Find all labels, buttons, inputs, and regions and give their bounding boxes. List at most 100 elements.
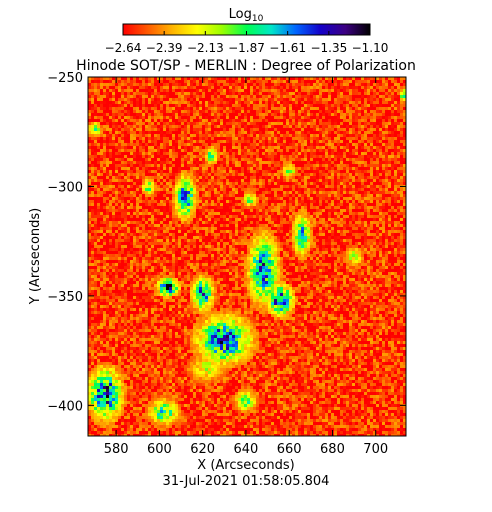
heatmap-cell	[109, 101, 112, 104]
heatmap-cell	[157, 212, 160, 215]
heatmap-cell	[160, 164, 163, 167]
heatmap-cell	[301, 80, 304, 83]
heatmap-cell	[373, 182, 376, 185]
heatmap-cell	[103, 179, 106, 182]
heatmap-cell	[331, 167, 334, 170]
heatmap-cell	[403, 128, 406, 131]
heatmap-cell	[115, 86, 118, 89]
heatmap-cell	[172, 152, 175, 155]
heatmap-cell	[190, 149, 193, 152]
heatmap-cell	[334, 209, 337, 212]
heatmap-cell	[319, 140, 322, 143]
heatmap-cell	[109, 179, 112, 182]
heatmap-cell	[142, 179, 145, 182]
heatmap-cell	[154, 83, 157, 86]
heatmap-cell	[178, 206, 181, 209]
heatmap-cell	[313, 152, 316, 155]
heatmap-cell	[340, 191, 343, 194]
heatmap-cell	[205, 191, 208, 194]
heatmap-cell	[169, 197, 172, 200]
heatmap-cell	[343, 137, 346, 140]
heatmap-cell	[235, 116, 238, 119]
heatmap-cell	[349, 92, 352, 95]
heatmap-cell	[277, 110, 280, 113]
heatmap-cell	[100, 119, 103, 122]
heatmap-cell	[235, 155, 238, 158]
heatmap-cell	[274, 170, 277, 173]
heatmap-cell	[130, 137, 133, 140]
heatmap-cell	[340, 170, 343, 173]
heatmap-cell	[139, 173, 142, 176]
heatmap-cell	[112, 98, 115, 101]
heatmap-cell	[367, 125, 370, 128]
heatmap-cell	[181, 206, 184, 209]
heatmap-cell	[220, 155, 223, 158]
heatmap-cell	[256, 107, 259, 110]
heatmap-cell	[163, 101, 166, 104]
heatmap-cell	[124, 83, 127, 86]
heatmap-cell	[250, 83, 253, 86]
heatmap-cell	[136, 146, 139, 149]
heatmap-cell	[343, 215, 346, 218]
heatmap-cell	[139, 80, 142, 83]
heatmap-cell	[100, 215, 103, 218]
heatmap-cell	[97, 128, 100, 131]
heatmap-cell	[340, 116, 343, 119]
heatmap-cell	[91, 77, 94, 80]
heatmap-cell	[145, 203, 148, 206]
heatmap-cell	[97, 149, 100, 152]
heatmap-cell	[382, 203, 385, 206]
heatmap-cell	[157, 191, 160, 194]
heatmap-cell	[115, 203, 118, 206]
heatmap-cell	[115, 173, 118, 176]
heatmap-cell	[97, 131, 100, 134]
heatmap-cell	[196, 209, 199, 212]
heatmap-cell	[211, 149, 214, 152]
heatmap-cell	[382, 215, 385, 218]
heatmap-cell	[154, 179, 157, 182]
heatmap-cell	[274, 188, 277, 191]
heatmap-cell	[334, 143, 337, 146]
heatmap-cell	[331, 149, 334, 152]
heatmap-cell	[370, 122, 373, 125]
heatmap-cell	[112, 104, 115, 107]
heatmap-cell	[199, 86, 202, 89]
heatmap-cell	[349, 155, 352, 158]
heatmap-cell	[91, 155, 94, 158]
heatmap-cell	[199, 182, 202, 185]
heatmap-cell	[136, 215, 139, 218]
heatmap-cell	[166, 110, 169, 113]
heatmap-cell	[295, 119, 298, 122]
heatmap-cell	[100, 92, 103, 95]
heatmap-cell	[388, 77, 391, 80]
heatmap-cell	[202, 83, 205, 86]
heatmap-cell	[178, 158, 181, 161]
heatmap-cell	[244, 107, 247, 110]
heatmap-cell	[187, 206, 190, 209]
heatmap-cell	[157, 107, 160, 110]
heatmap-cell	[253, 137, 256, 140]
heatmap-cell	[142, 83, 145, 86]
heatmap-cell	[328, 116, 331, 119]
heatmap-cell	[289, 110, 292, 113]
heatmap-cell	[91, 122, 94, 125]
heatmap-cell	[337, 146, 340, 149]
heatmap-cell	[379, 83, 382, 86]
heatmap-cell	[280, 101, 283, 104]
heatmap-cell	[136, 119, 139, 122]
heatmap-cell	[163, 161, 166, 164]
heatmap-cell	[292, 77, 295, 80]
heatmap-cell	[100, 86, 103, 89]
heatmap-cell	[289, 182, 292, 185]
heatmap-cell	[292, 179, 295, 182]
heatmap-cell	[151, 77, 154, 80]
heatmap-cell	[280, 104, 283, 107]
heatmap-cell	[106, 140, 109, 143]
heatmap-cell	[130, 92, 133, 95]
heatmap-cell	[190, 137, 193, 140]
heatmap-cell	[148, 170, 151, 173]
heatmap-cell	[136, 140, 139, 143]
heatmap-cell	[325, 143, 328, 146]
heatmap-cell	[313, 203, 316, 206]
heatmap-cell	[217, 77, 220, 80]
